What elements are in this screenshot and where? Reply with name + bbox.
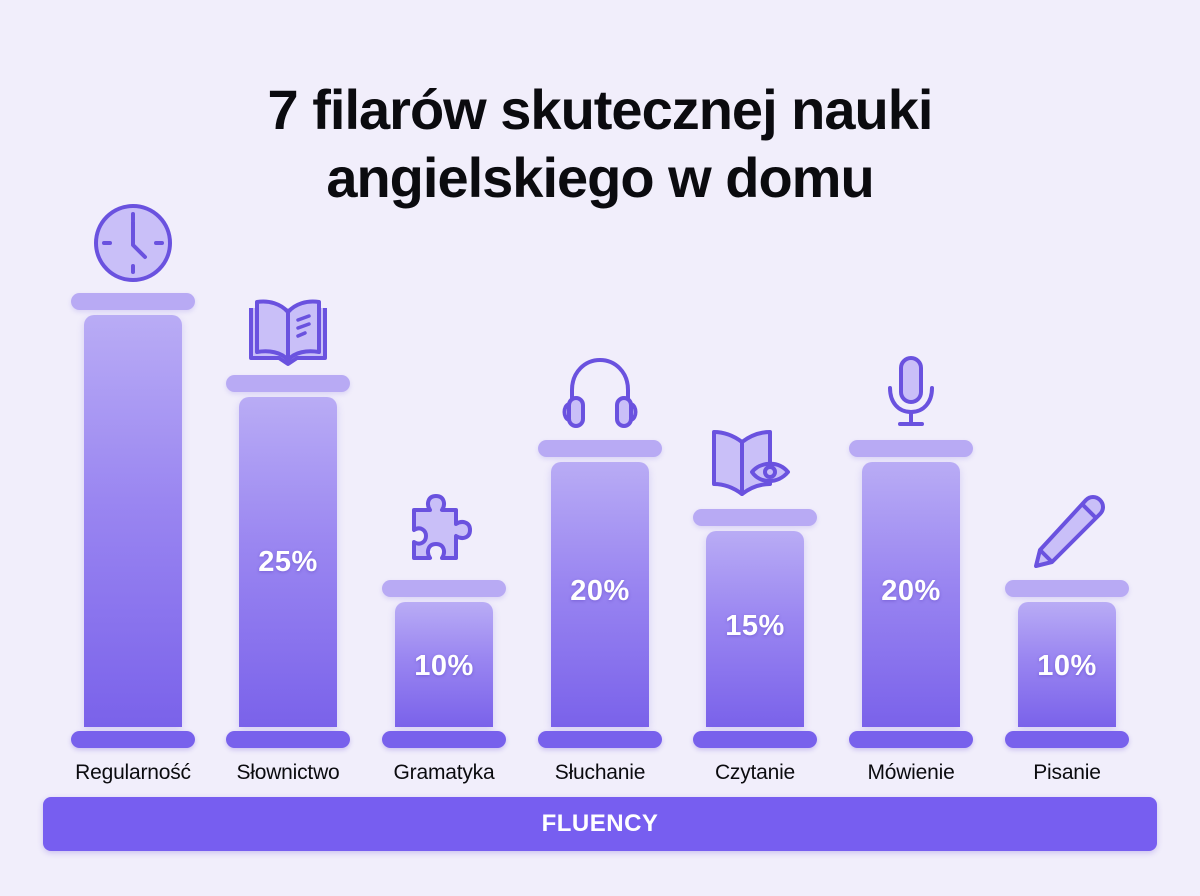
pillar-label: Słownictwo bbox=[236, 761, 340, 784]
pillar-shaft: 10% bbox=[395, 602, 493, 727]
pillar-value: 20% bbox=[570, 575, 630, 607]
pillar-shaft: 20% bbox=[551, 462, 649, 727]
pillar-capital bbox=[693, 509, 817, 526]
pillar-label: Czytanie bbox=[714, 761, 796, 784]
pillar-label: Słuchanie bbox=[554, 761, 646, 784]
title-line-1: 7 filarów skutecznej nauki bbox=[267, 78, 934, 141]
pillar-base bbox=[538, 731, 662, 748]
pillar-capital bbox=[1005, 580, 1129, 597]
pillar-shaft: 10% bbox=[1018, 602, 1116, 727]
pillar-base bbox=[849, 731, 973, 748]
open-book-icon bbox=[243, 288, 333, 378]
fluency-label: FLUENCY bbox=[541, 810, 659, 837]
pillar-base bbox=[382, 731, 506, 748]
pillar-value: 10% bbox=[414, 650, 474, 682]
pillar-capital bbox=[382, 580, 506, 597]
headphones-icon bbox=[555, 350, 645, 440]
pillar-capital bbox=[538, 440, 662, 457]
pillar-value: 15% bbox=[725, 609, 785, 642]
puzzle-piece-icon bbox=[400, 490, 484, 574]
pillar-label: Regularność bbox=[75, 761, 191, 784]
fluency-foundation-bar: FLUENCY bbox=[43, 797, 1157, 851]
microphone-icon bbox=[866, 350, 956, 440]
pillar-value: 25% bbox=[258, 545, 318, 578]
pillar-base bbox=[693, 731, 817, 748]
pillar-base bbox=[71, 731, 195, 748]
pillar-capital bbox=[226, 375, 350, 392]
page-title: 7 filarów skutecznej nauki angielskiego … bbox=[0, 76, 1200, 212]
pillar-base bbox=[226, 731, 350, 748]
pillar-label: Mówienie bbox=[867, 761, 955, 784]
book-eye-icon bbox=[708, 424, 798, 514]
pillar-shaft: 25% bbox=[239, 397, 337, 727]
pillar-value: 20% bbox=[881, 575, 941, 607]
pillar-label: Pisanie bbox=[1033, 761, 1101, 784]
pillar-shaft: 20% bbox=[862, 462, 960, 727]
pencil-icon bbox=[1026, 490, 1110, 574]
pillar-label: Gramatyka bbox=[393, 761, 495, 784]
pillar-value: 10% bbox=[1037, 650, 1097, 682]
pillar-base bbox=[1005, 731, 1129, 748]
pillar-capital bbox=[849, 440, 973, 457]
title-line-2: angielskiego w domu bbox=[326, 146, 874, 209]
pillar-shaft bbox=[84, 315, 182, 727]
pillar-shaft: 15% bbox=[706, 531, 804, 727]
pillar-capital bbox=[71, 293, 195, 310]
clock-icon bbox=[88, 198, 178, 288]
